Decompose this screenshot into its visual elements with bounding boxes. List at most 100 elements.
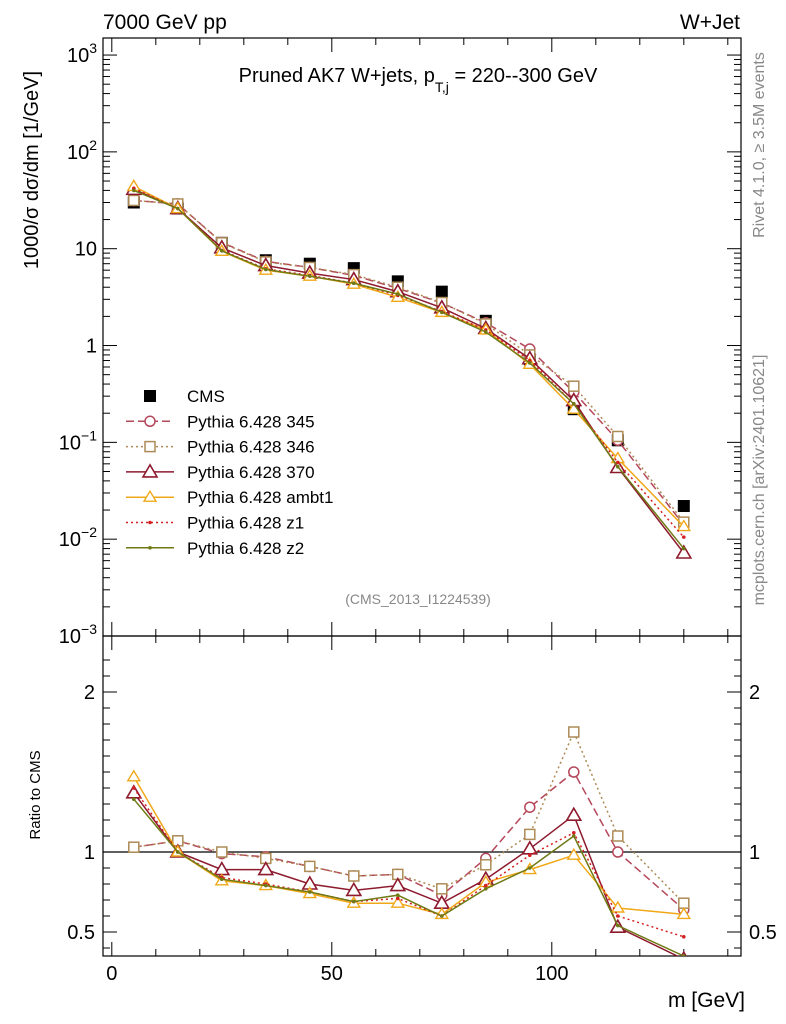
ratio-point	[390, 895, 406, 908]
legend-label: Pythia 6.428 z2	[187, 539, 304, 558]
legend-label: Pythia 6.428 345	[187, 412, 315, 431]
main-point	[440, 310, 444, 315]
ratio-point	[682, 935, 686, 939]
main-point	[682, 546, 686, 551]
main-point	[568, 380, 580, 392]
ratio-point	[484, 887, 488, 891]
main-point	[675, 544, 693, 559]
ratio-point	[612, 830, 624, 842]
main-point	[132, 188, 136, 193]
ratio-series-5	[132, 797, 686, 956]
ratio-point	[257, 861, 275, 876]
process-label: W+Jet	[680, 11, 740, 34]
legend-label: CMS	[187, 387, 225, 406]
ratio-point	[216, 846, 228, 858]
ratio-point	[572, 834, 576, 838]
rivet-label: Rivet 4.1.0, ≥ 3.5M events	[751, 52, 768, 238]
ratio-point	[572, 831, 576, 835]
plot-title: Pruned AK7 W+jets, pT,j = 220--300 GeV	[239, 65, 598, 95]
legend-marker	[141, 463, 159, 478]
main-point	[128, 194, 140, 207]
plot-title-rest: = 220--300 GeV	[449, 65, 598, 87]
ratio-series-line	[133, 787, 685, 938]
ratio-point	[264, 883, 268, 888]
main-ytick-label: 10−2	[59, 524, 97, 551]
ratio-point	[480, 859, 492, 871]
main-point	[308, 274, 312, 278]
ratio-series-4	[132, 786, 686, 939]
main-point	[176, 206, 180, 211]
ratio-frame	[102, 635, 742, 957]
mcplots-label: mcplots.cern.ch [arXiv:2401.10621]	[751, 355, 768, 606]
main-point	[677, 500, 690, 513]
legend-marker	[144, 440, 156, 453]
ratio-point	[484, 883, 488, 888]
plot-title-main: Pruned AK7 W+jets, p	[239, 65, 435, 87]
ratio-xlabel: m [GeV]	[668, 989, 745, 1012]
ratio-point	[682, 954, 686, 956]
main-series-6	[132, 188, 686, 551]
main-plot: 10−3 10−2 10−1 1 10 102 103	[59, 37, 742, 648]
legend-marker	[148, 520, 152, 525]
ratio-point	[176, 850, 180, 854]
legend-marker	[148, 546, 152, 550]
main-ytick-label: 1	[86, 336, 97, 358]
ratio-point	[676, 907, 692, 920]
ratio-point	[568, 726, 580, 738]
ratio-point	[389, 877, 407, 892]
ratio-point	[440, 914, 444, 918]
ratio-point	[678, 897, 690, 909]
plot-title-sub: T,j	[435, 79, 449, 95]
legend-label: Pythia 6.428 ambt1	[187, 488, 333, 507]
ratio-ytick-label: 2	[84, 682, 95, 704]
ratio-point	[396, 893, 400, 897]
main-point	[264, 267, 268, 272]
main-point	[528, 361, 532, 365]
main-point	[528, 358, 532, 363]
ratio-point	[126, 769, 142, 782]
xtick-label: 50	[321, 963, 343, 985]
xtick-label: 100	[535, 963, 568, 985]
ratio-point	[568, 766, 580, 778]
main-series-5	[132, 186, 686, 539]
ratio-point	[524, 801, 536, 813]
ratio-point	[528, 866, 532, 870]
ratio-ylabel: Ratio to CMS	[27, 750, 44, 839]
ratio-point	[352, 899, 356, 904]
main-ytick-label: 10−3	[59, 621, 97, 648]
ratio-point	[220, 877, 224, 881]
legend: CMS Pythia 6.428 345 Pythia 6.428 346 Pythi…	[126, 387, 333, 558]
legend-marker	[144, 390, 156, 402]
main-ytick-label: 10	[75, 239, 97, 261]
ratio-point	[128, 841, 140, 853]
ratio-point	[436, 883, 448, 895]
ratio-ytick-label: 0.5	[67, 922, 95, 944]
ratio-point	[610, 900, 626, 913]
ratio-series-1	[128, 726, 690, 909]
ratio-point	[132, 797, 136, 801]
main-point	[572, 402, 576, 406]
ratio-ytick-label-right: 0.5	[749, 922, 777, 944]
legend-label: Pythia 6.428 z1	[187, 514, 304, 533]
ratio-point	[308, 890, 312, 894]
ratio-ytick-label: 1	[84, 842, 95, 864]
main-point	[612, 430, 624, 443]
ratio-ytick-label-right: 2	[749, 682, 760, 704]
main-point	[616, 464, 620, 469]
legend-label: Pythia 6.428 346	[187, 438, 315, 457]
main-point	[396, 292, 400, 296]
main-ytick-label: 103	[67, 40, 97, 67]
ratio-point	[348, 870, 360, 882]
ratio-ytick-label-right: 1	[749, 842, 760, 864]
main-point	[220, 249, 224, 253]
legend-marker	[144, 415, 156, 428]
ratio-plot: 0 50 100 0.5 0.5 1 1 2 2	[67, 38, 777, 985]
main-point	[435, 285, 448, 298]
energy-label: 7000 GeV pp	[103, 11, 227, 34]
ratio-point	[396, 896, 400, 901]
main-ylabel: 1000/σ dσ/dm [1/GeV]	[21, 71, 43, 269]
legend-marker	[142, 489, 158, 502]
main-point	[616, 460, 620, 465]
ratio-point	[521, 840, 539, 855]
main-point	[682, 535, 686, 539]
